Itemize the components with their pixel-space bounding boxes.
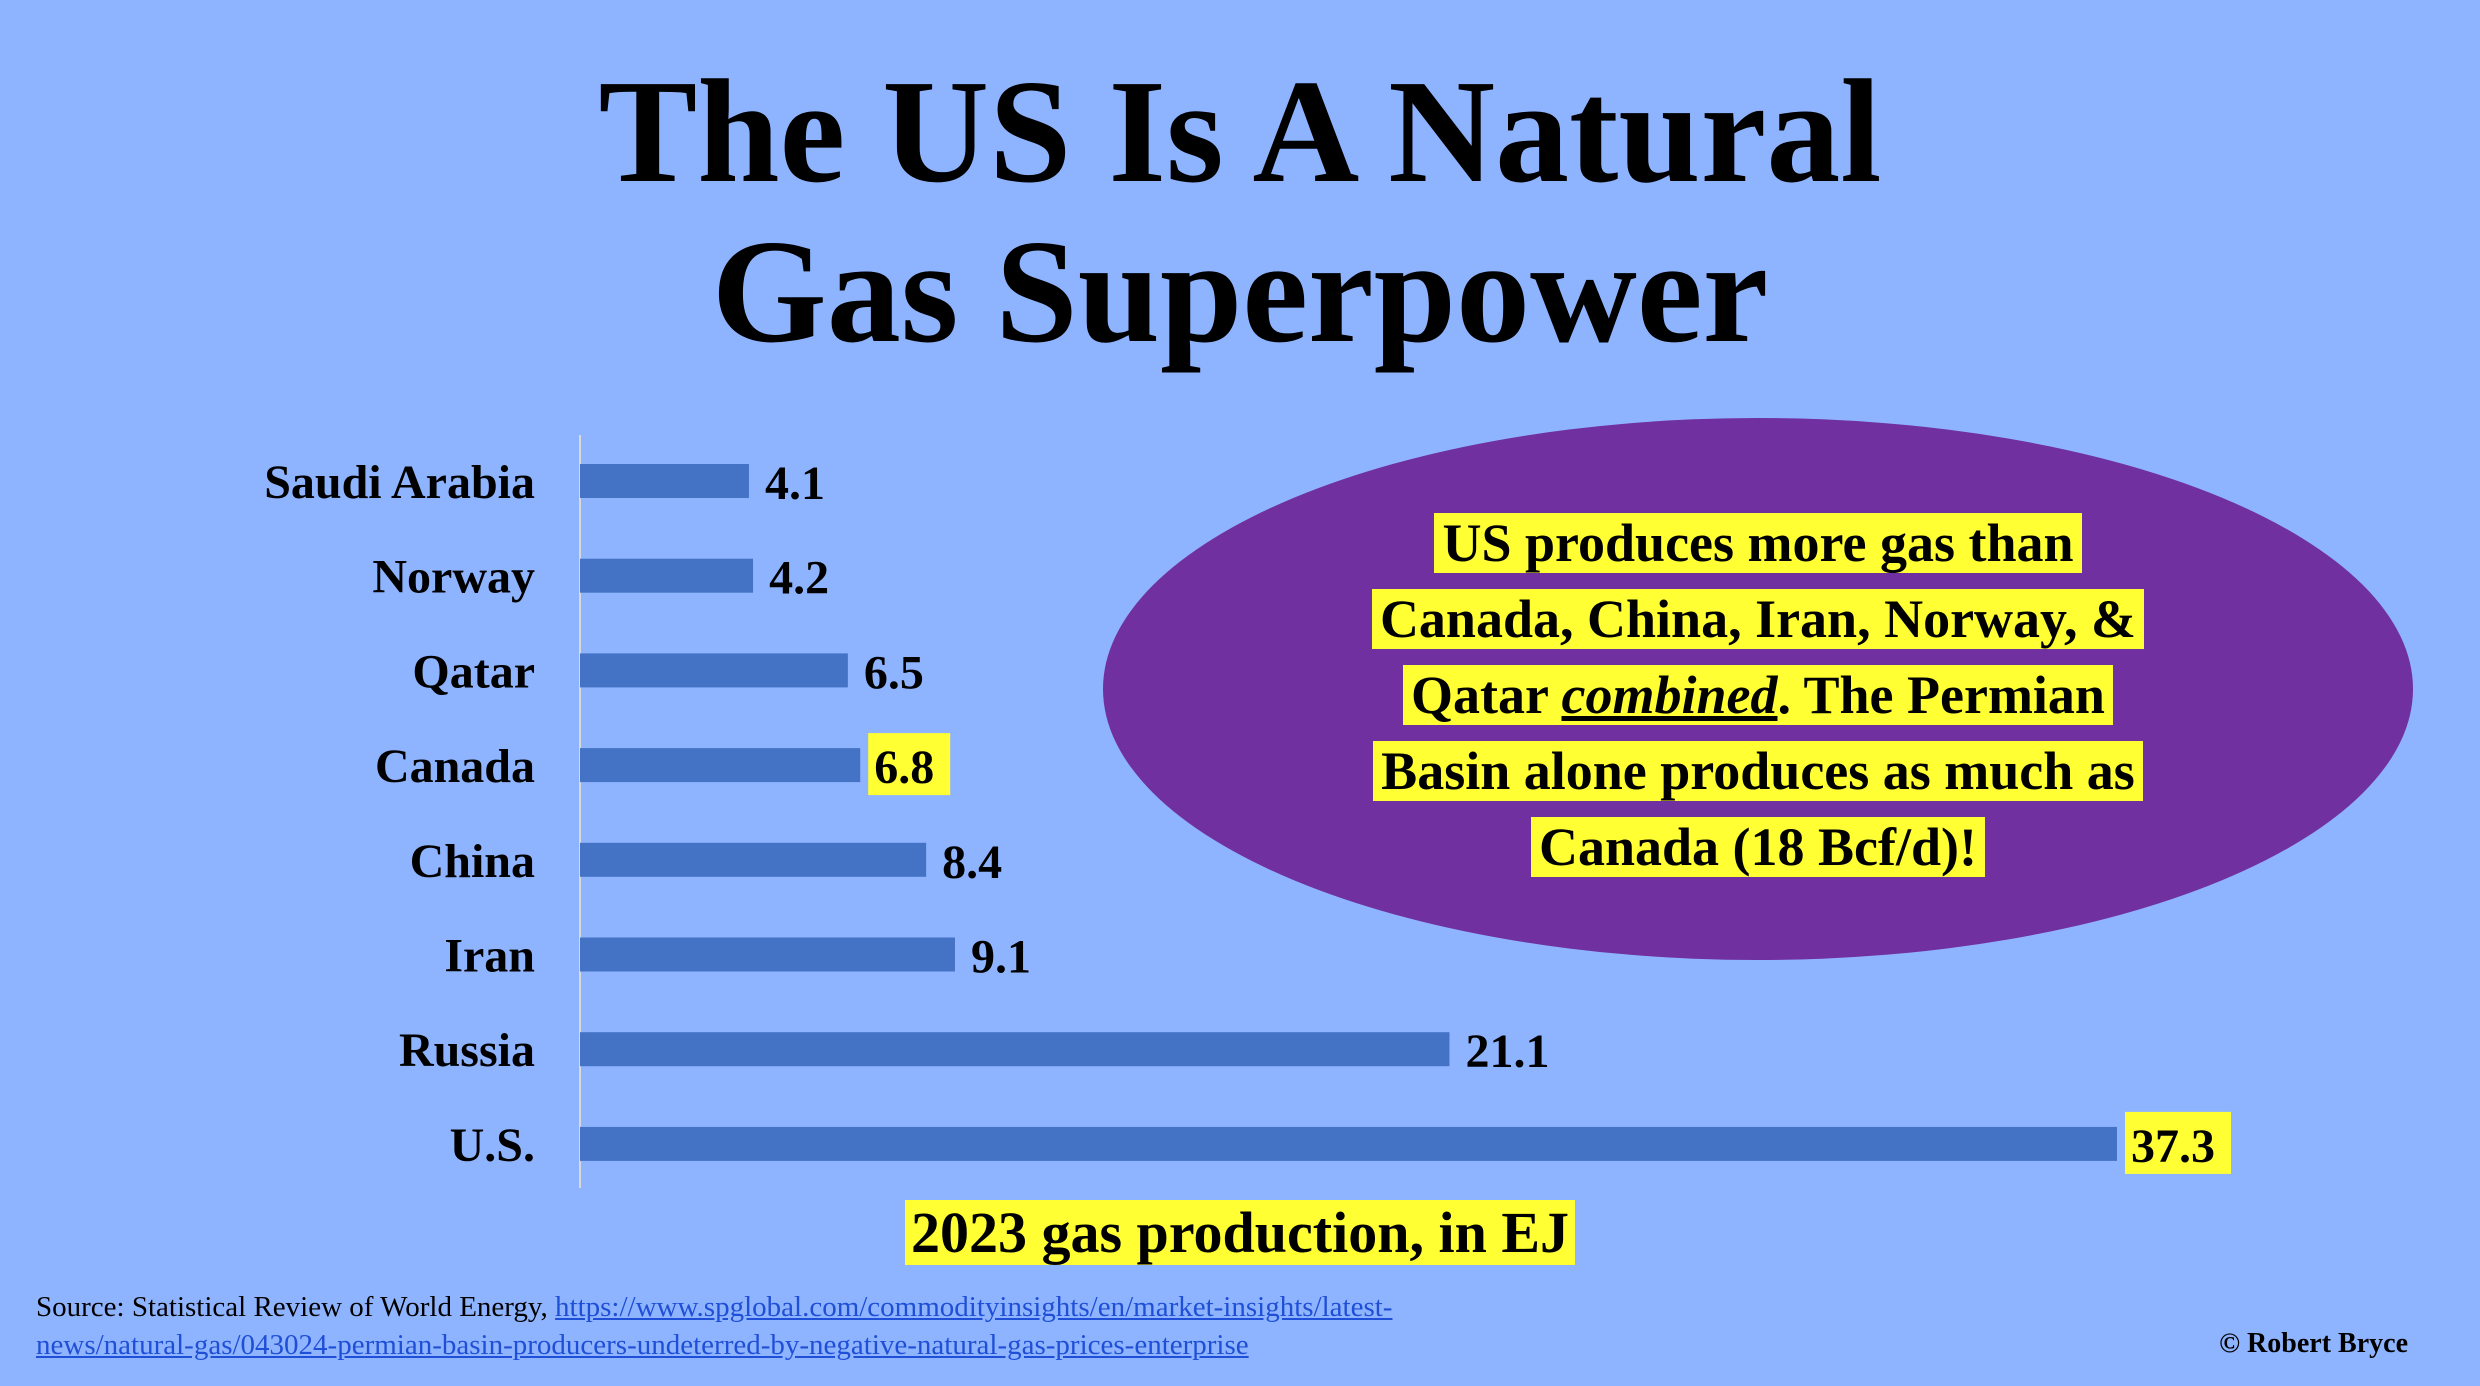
bar [580, 464, 749, 498]
callout-line-1a: US [1442, 513, 1512, 573]
callout-line-5: Canada (18 Bcf/d)! [1530, 817, 1985, 877]
callout-line-3a: Qatar [1411, 665, 1562, 725]
category-label: Qatar [412, 645, 535, 698]
value-label: 6.5 [864, 646, 924, 699]
value-label-highlight [2125, 1111, 2231, 1174]
value-label: 37.3 [2131, 1120, 2215, 1173]
category-label: China [410, 835, 535, 888]
value-label: 8.4 [942, 836, 1002, 889]
category-label: Norway [372, 551, 535, 604]
value-label: 4.1 [765, 457, 825, 510]
category-label: U.S. [450, 1119, 535, 1172]
source-note: Source: Statistical Review of World Ener… [36, 1288, 2136, 1364]
page-title: The US Is A Natural Gas Superpower [0, 52, 2480, 372]
value-label: 6.8 [874, 741, 934, 794]
title-line-1: The US Is A Natural [598, 50, 1882, 214]
category-label: Canada [375, 740, 535, 793]
x-axis-title-wrap: 2023 gas production, in EJ [0, 1198, 2480, 1268]
bar [580, 748, 861, 783]
callout-line-2: Canada, China, Iran, Norway, & [1371, 589, 2145, 649]
category-label: Russia [399, 1024, 535, 1077]
bar [580, 1126, 2117, 1161]
value-label: 9.1 [971, 931, 1031, 984]
credit: © Robert Bryce [2219, 1328, 2408, 1359]
value-label-highlight [868, 733, 951, 796]
source-link-line-1: https://www.spglobal.com/commodityinsigh… [555, 1291, 1393, 1323]
source-prefix: Source: Statistical Review of World Ener… [36, 1291, 556, 1323]
bar [580, 937, 955, 972]
callout-line-4: Basin alone produces as much as [1373, 741, 2143, 801]
bar [580, 653, 848, 688]
callout-line-3b: . The Permian [1777, 665, 2105, 725]
bar [580, 1032, 1450, 1067]
callout-line-1b: produces more gas than [1511, 513, 2074, 573]
bar [580, 558, 754, 593]
title-line-2: Gas Superpower [711, 210, 1769, 374]
source-link[interactable]: https://www.spglobal.com/commodityinsigh… [36, 1291, 1392, 1361]
category-label: Saudi Arabia [264, 456, 535, 509]
source-link-line-2: news/natural-gas/043024-permian-basin-pr… [36, 1329, 1249, 1361]
callout-line-3-emphasis: combined [1561, 665, 1778, 725]
bar [580, 842, 927, 877]
category-label: Iran [444, 930, 535, 983]
callout-text: US produces more gas than Canada, China,… [1223, 505, 2293, 885]
x-axis-title: 2023 gas production, in EJ [904, 1200, 1576, 1265]
value-label: 21.1 [1465, 1025, 1549, 1078]
value-label: 4.2 [769, 552, 829, 605]
